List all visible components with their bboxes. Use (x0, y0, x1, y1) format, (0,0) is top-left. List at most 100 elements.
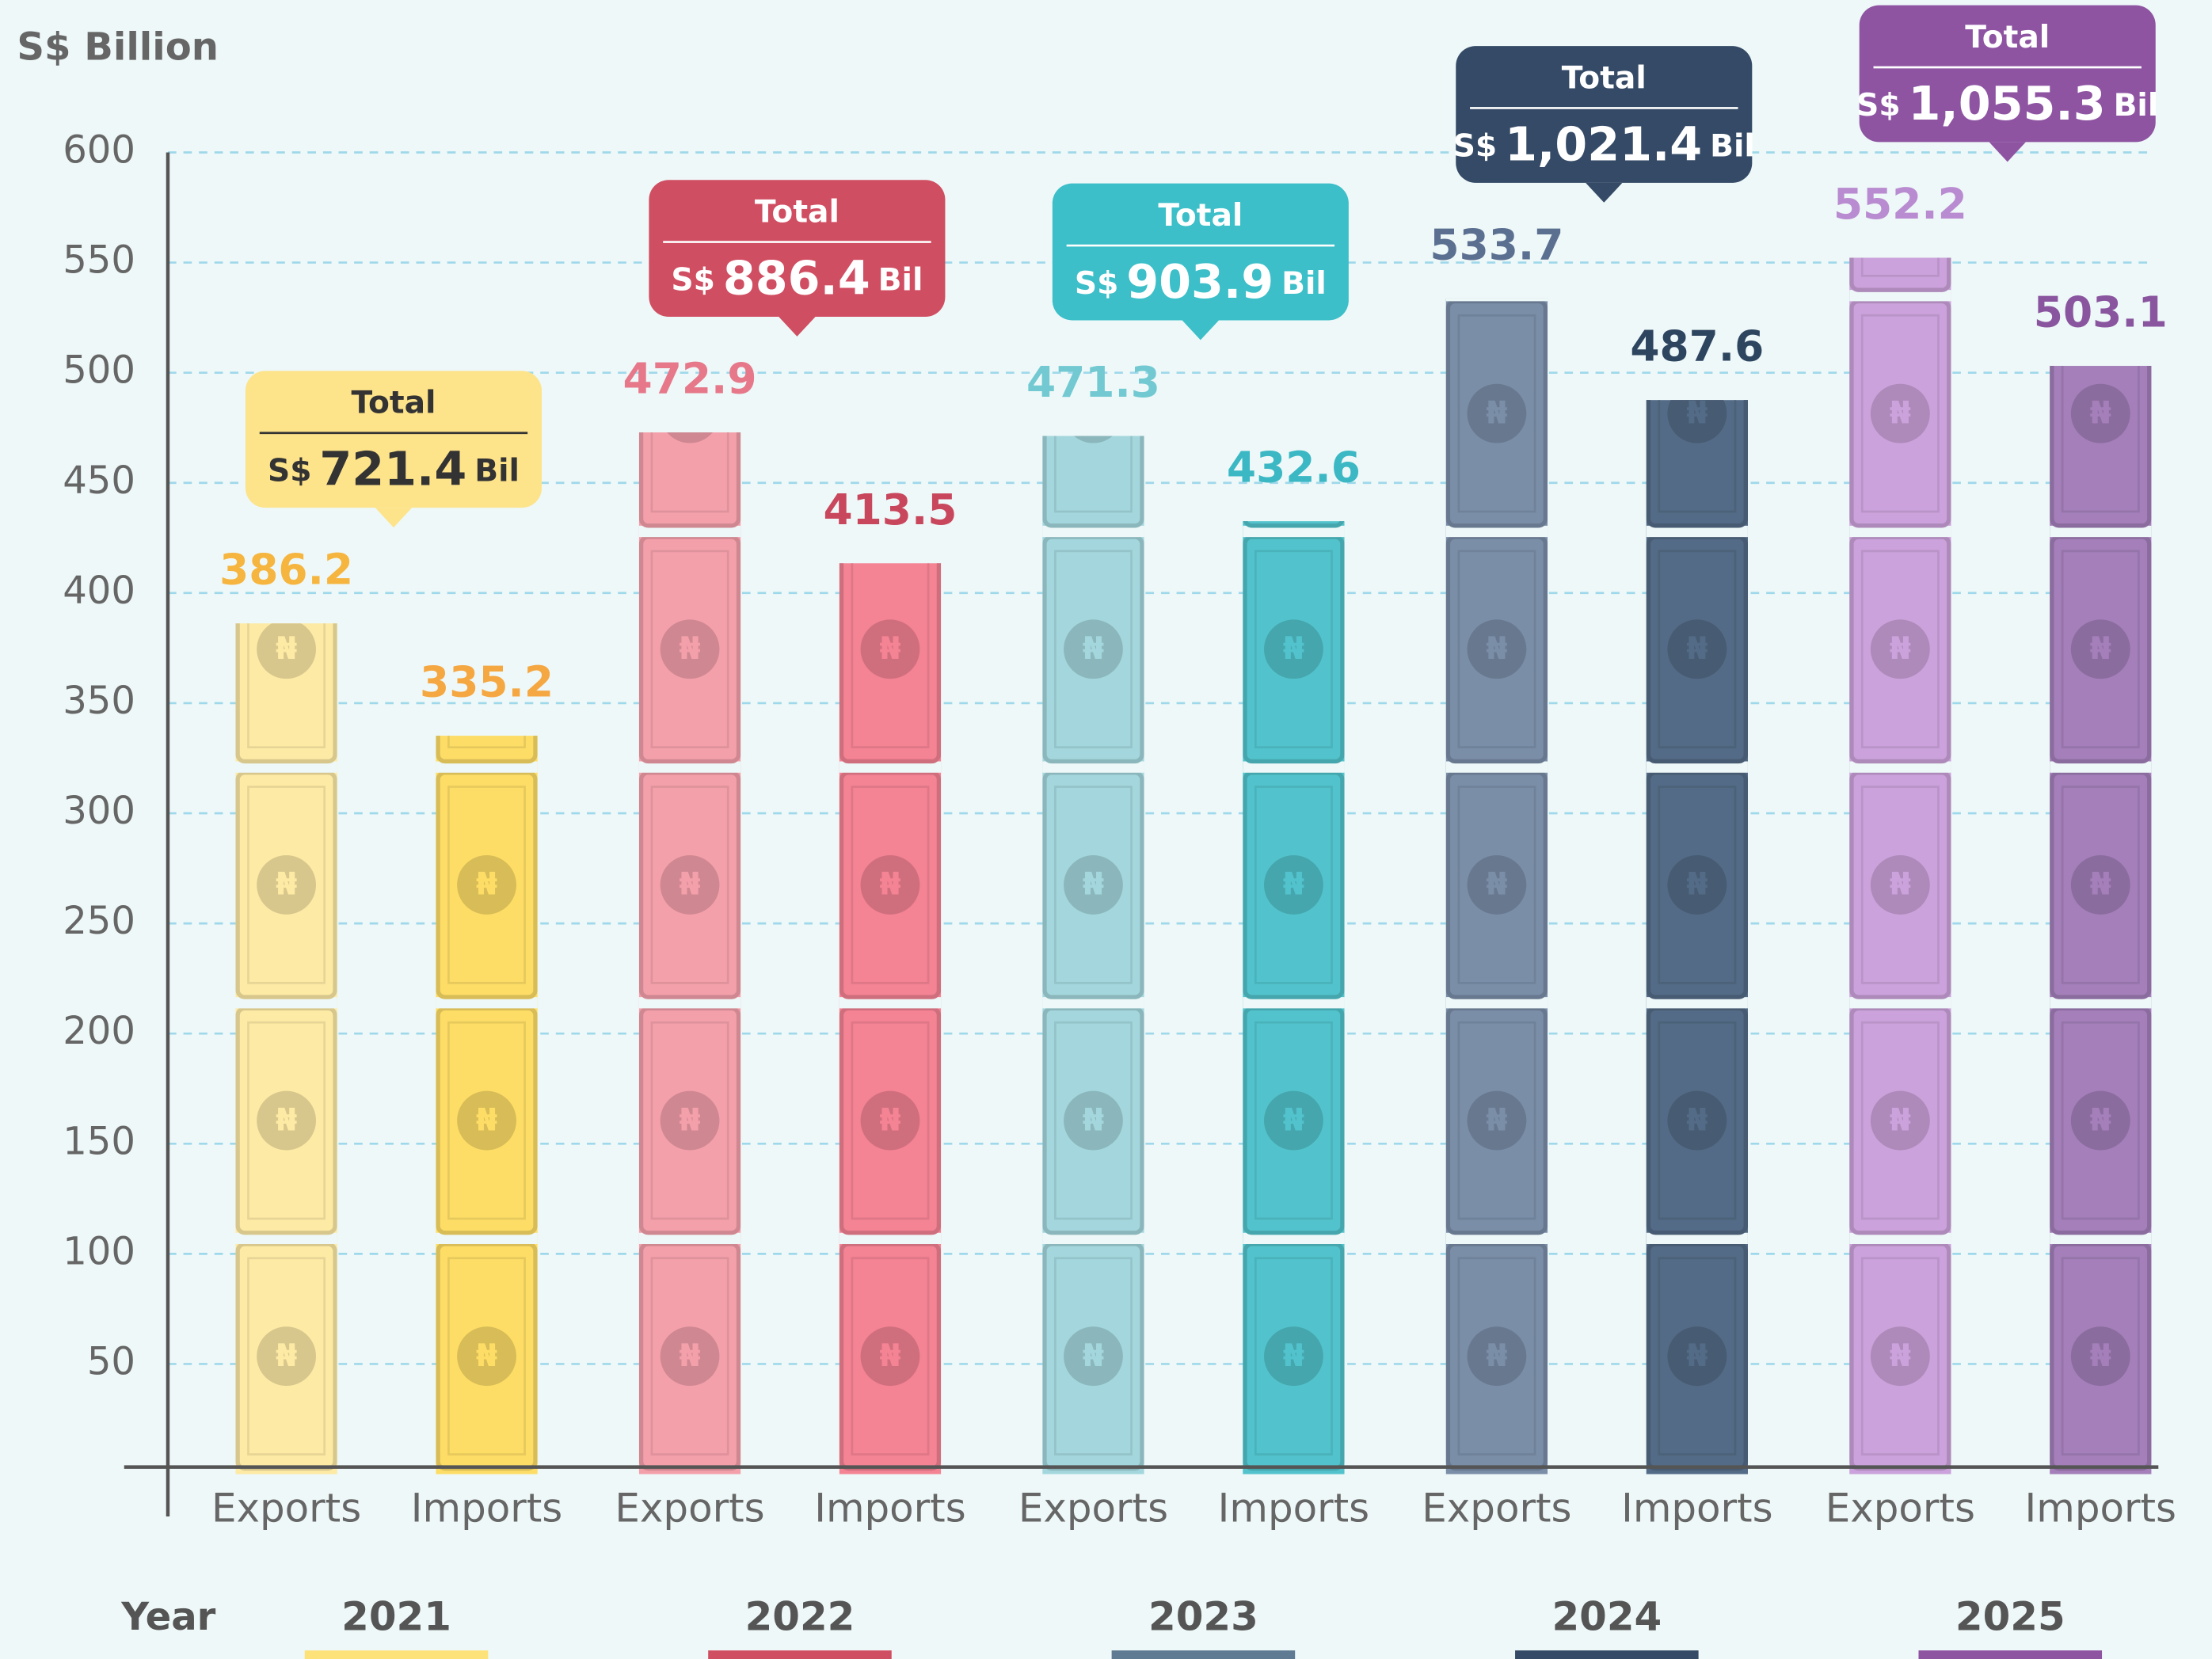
banknote-symbol: ₦ (1083, 631, 1104, 667)
banknote-border (1849, 257, 1951, 292)
y-tick-label: 300 (63, 789, 135, 833)
banknote-coin (860, 619, 920, 679)
banknote-coin (1870, 383, 1930, 443)
banknote-coin (667, 432, 713, 443)
banknote-border (2050, 366, 2152, 528)
banknote-symbol: ₦ (2090, 631, 2111, 667)
banknote-coin (1264, 619, 1323, 679)
banknote-symbol: ₦ (476, 1102, 497, 1138)
y-tick-label: 400 (63, 569, 135, 613)
banknotes: ₦₦₦₦ (436, 736, 538, 1471)
banknote-symbol: ₦ (1283, 1338, 1304, 1374)
banknotes: ₦ ₦ ₦ ₦ ₦ (2050, 366, 2152, 1471)
x-axis-title: Year (120, 1595, 215, 1639)
banknote-coin (1667, 855, 1727, 915)
banknote-coin (2070, 619, 2130, 679)
banknote-inner (247, 1021, 326, 1220)
value-label: 472.9 (623, 354, 757, 404)
legend-label: 2023 (1148, 1594, 1258, 1640)
bar (839, 563, 942, 1474)
value-label: 533.7 (1430, 219, 1563, 269)
banknote-inner (247, 786, 326, 984)
bar (638, 432, 741, 1474)
banknote-symbol: ₦ (879, 1102, 900, 1138)
x-tick-label: Exports (1826, 1485, 1975, 1531)
value-label: 471.3 (1026, 357, 1160, 407)
value-label: 335.2 (420, 657, 554, 707)
banknote-symbol: ₦ (1486, 1102, 1507, 1138)
banknote-inner (1860, 550, 1940, 748)
banknote-coin (1264, 1326, 1323, 1387)
x-tick-label: Imports (1621, 1485, 1772, 1531)
banknote-border (839, 563, 942, 764)
banknote-coin (2070, 1326, 2130, 1387)
banknote-coin (1667, 1090, 1727, 1151)
banknote-symbol: ₦ (1486, 867, 1507, 903)
banknote-symbol: ₦ (679, 1102, 700, 1138)
banknote-inner (1054, 436, 1133, 513)
total-title: Total (1158, 198, 1243, 234)
banknote-inner (1054, 1021, 1133, 1220)
banknote-inner (650, 1021, 729, 1220)
banknote-inner (2061, 1257, 2140, 1455)
banknote-inner (447, 786, 526, 984)
banknote-symbol: ₦ (1890, 395, 1911, 431)
banknote-coin (860, 1326, 920, 1387)
banknote-symbol: ₦ (679, 1338, 700, 1374)
total-prefix: S$ (1453, 128, 1497, 164)
banknote-coin (1064, 619, 1123, 679)
total-box (1456, 46, 1753, 183)
banknote-coin (257, 1326, 316, 1387)
banknote-border (1042, 436, 1144, 528)
total-unit: Bil (878, 262, 923, 298)
total-prefix: S$ (1075, 265, 1118, 301)
banknote-inner (1254, 1021, 1333, 1220)
x-tick-label: Exports (1018, 1485, 1168, 1531)
banknote-coin (1870, 1090, 1930, 1151)
banknote-inner (1457, 786, 1536, 984)
legend-label: 2022 (745, 1594, 855, 1640)
total-unit: Bil (474, 453, 520, 489)
banknote-coin (860, 855, 920, 915)
banknote-symbol: ₦ (1686, 1102, 1708, 1138)
total-title: Total (351, 386, 436, 421)
banknote-symbol: ₦ (1890, 1338, 1911, 1374)
banknote-inner (851, 563, 930, 748)
x-tick-label: Imports (814, 1485, 965, 1531)
legend-swatch (1111, 1650, 1296, 1659)
banknote-coin (257, 623, 316, 679)
bar (1646, 400, 1748, 1474)
total-unit: Bil (2114, 87, 2159, 123)
banknote-border (235, 623, 337, 764)
banknote-inner (851, 786, 930, 984)
banknote-symbol: ₦ (879, 867, 900, 903)
total-pointer (1182, 320, 1219, 341)
banknotes: ₦₦₦₦ (235, 623, 337, 1471)
banknote-coin (457, 855, 516, 915)
banknote-inner (1658, 550, 1737, 748)
banknote-coin (457, 1090, 516, 1151)
banknote-coin (1870, 619, 1930, 679)
banknote-symbol: ₦ (276, 867, 297, 903)
banknote-coin (1667, 1326, 1727, 1387)
legend-swatch (708, 1650, 892, 1659)
banknote-inner (851, 1021, 930, 1220)
banknote-coin (257, 1090, 316, 1151)
banknote-symbol: ₦ (1083, 1338, 1104, 1374)
total-value: 886.4 (723, 251, 870, 306)
banknote-coin (2070, 383, 2130, 443)
banknote-symbol: ₦ (879, 631, 900, 667)
banknote-coin (257, 855, 316, 915)
banknote-symbol: ₦ (1890, 867, 1911, 903)
legend-label: 2024 (1551, 1594, 1662, 1640)
banknote-border (1243, 521, 1345, 528)
total-box (649, 180, 946, 317)
value-label: 432.6 (1227, 443, 1361, 493)
total-pointer (375, 508, 413, 528)
banknote-inner (447, 1257, 526, 1455)
banknote-inner (1457, 1021, 1536, 1220)
value-label: 503.1 (2034, 287, 2168, 337)
banknotes: ₦ ₦ ₦ ₦ ₦ (1445, 298, 1548, 1471)
banknote-symbol: ₦ (1686, 867, 1708, 903)
total-box (1859, 5, 2156, 143)
